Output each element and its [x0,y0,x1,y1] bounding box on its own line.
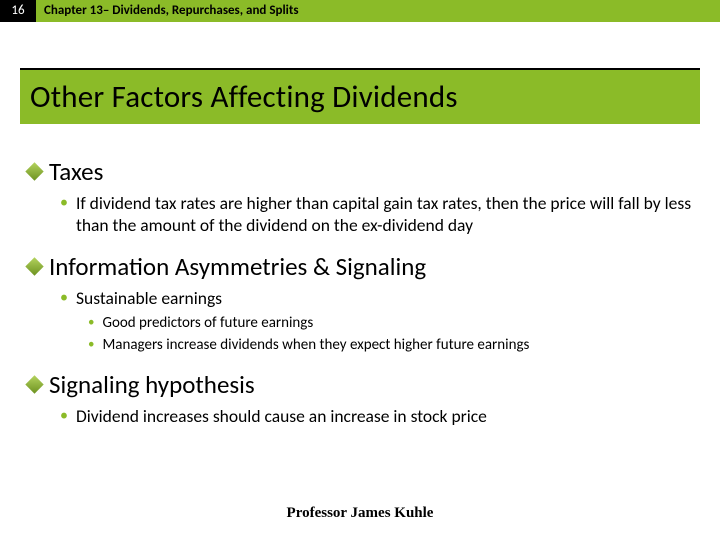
diamond-icon [25,375,43,393]
footer-author: Professor James Kuhle [0,505,720,522]
bullet-level3: • Good predictors of future earnings [88,314,698,333]
section-heading: Taxes [28,156,698,187]
content-area: Taxes • If dividend tax rates are higher… [28,156,698,428]
diamond-icon [25,162,43,180]
page-number: 16 [0,0,36,22]
bullet-icon: • [60,288,68,308]
bullet-level2: • Sustainable earnings [60,288,698,310]
bullet-text: Dividend increases should cause an incre… [76,406,487,428]
title-box: Other Factors Affecting Dividends [20,68,700,124]
slide: 16 Chapter 13– Dividends, Repurchases, a… [0,0,720,540]
bullet-level3: • Managers increase dividends when they … [88,336,698,355]
bullet-level2: • Dividend increases should cause an inc… [60,406,698,428]
bullet-text: Good predictors of future earnings [102,314,313,333]
bullet-text: Managers increase dividends when they ex… [102,336,529,355]
section-heading: Signaling hypothesis [28,369,698,400]
chapter-label: Chapter 13– Dividends, Repurchases, and … [44,0,299,22]
bullet-text: Sustainable earnings [76,288,222,310]
bullet-icon: • [88,314,94,332]
heading-text: Signaling hypothesis [49,369,255,400]
bullet-icon: • [60,406,68,426]
section-heading: Information Asymmetries & Signaling [28,251,698,282]
bullet-icon: • [88,336,94,354]
slide-title: Other Factors Affecting Dividends [20,78,458,116]
bullet-icon: • [60,193,68,213]
header-bar: 16 Chapter 13– Dividends, Repurchases, a… [0,0,720,22]
heading-text: Information Asymmetries & Signaling [49,251,426,282]
bullet-level2: • If dividend tax rates are higher than … [60,193,698,237]
diamond-icon [25,257,43,275]
bullet-text: If dividend tax rates are higher than ca… [76,193,698,237]
heading-text: Taxes [49,156,103,187]
